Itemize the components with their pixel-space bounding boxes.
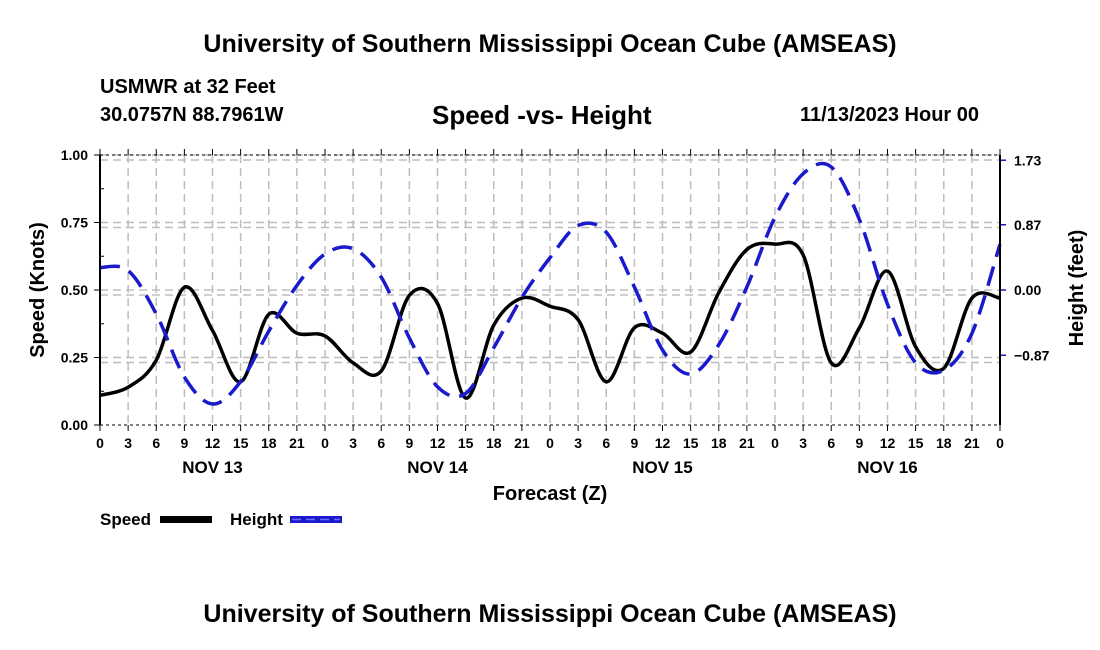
legend-label-speed: Speed [100,510,151,529]
x-tick-label: 12 [430,435,446,451]
coordinates-label: 30.0757N 88.7961W [100,104,284,126]
x-tick-label: 0 [771,435,779,451]
y2-tick-label: −0.87 [1014,347,1050,363]
x-tick-label: 18 [261,435,277,451]
x-day-label: NOV 13 [182,458,242,477]
x-tick-label: 0 [321,435,329,451]
axis-labels: 0 3 6 9 12 15 18 21 0 3 6 9 12 15 18 21 0 3 6 9 12 15 18 21 0 3 6 9… [61,147,1050,477]
chart-title: Speed -vs- Height [432,100,652,130]
station-label: USMWR at 32 Feet [100,76,276,98]
x-tick-label: 9 [630,435,638,451]
y-axis-title: Speed (Knots) [27,222,49,358]
y-tick-label: 0.50 [61,282,88,298]
x-day-label: NOV 15 [632,458,692,477]
x-tick-label: 21 [739,435,755,451]
x-tick-label: 15 [458,435,474,451]
forecast-datetime: 11/13/2023 Hour 00 [800,104,980,126]
x-tick-label: 21 [514,435,530,451]
x-day-label: NOV 16 [857,458,917,477]
x-tick-label: 3 [349,435,357,451]
y2-tick-label: 0.87 [1014,217,1041,233]
footer-title: University of Southern Mississippi Ocean… [203,600,897,628]
main-title: University of Southern Mississippi Ocean… [203,30,897,58]
legend-swatch-speed [160,516,212,523]
series-layer [99,161,1002,406]
legend-label-height: Height [230,510,283,529]
x-tick-label: 18 [936,435,952,451]
x-tick-label: 12 [880,435,896,451]
x-tick-label: 15 [233,435,249,451]
x-tick-label: 3 [574,435,582,451]
legend: Speed Height [100,510,342,529]
x-tick-label: 6 [377,435,385,451]
x-axis-title: Forecast (Z) [493,483,607,505]
x-day-label: NOV 14 [407,458,468,477]
x-tick-label: 6 [602,435,610,451]
x-tick-label: 0 [546,435,554,451]
y2-tick-label: 0.00 [1014,282,1041,298]
x-tick-label: 3 [799,435,807,451]
axes [94,149,1006,431]
x-tick-label: 21 [289,435,305,451]
x-tick-label: 21 [964,435,980,451]
legend-swatch-height [290,516,342,523]
x-tick-label: 9 [405,435,413,451]
y-tick-label: 1.00 [61,147,88,163]
grid [100,154,1000,425]
y-tick-label: 0.00 [61,417,88,433]
x-tick-label: 0 [996,435,1004,451]
x-tick-label: 6 [152,435,160,451]
x-tick-label: 9 [855,435,863,451]
series-line-height [99,161,1002,406]
x-tick-label: 0 [96,435,104,451]
x-tick-label: 18 [486,435,502,451]
x-tick-label: 12 [655,435,671,451]
x-tick-label: 15 [683,435,699,451]
y-tick-label: 0.75 [61,215,88,231]
x-tick-label: 15 [908,435,924,451]
x-tick-label: 6 [827,435,835,451]
y2-axis-title: Height (feet) [1066,230,1088,347]
x-tick-label: 12 [205,435,221,451]
y2-tick-label: 1.73 [1014,152,1041,168]
x-tick-label: 18 [711,435,727,451]
x-tick-label: 3 [124,435,132,451]
x-tick-label: 9 [180,435,188,451]
y-tick-label: 0.25 [61,350,88,366]
